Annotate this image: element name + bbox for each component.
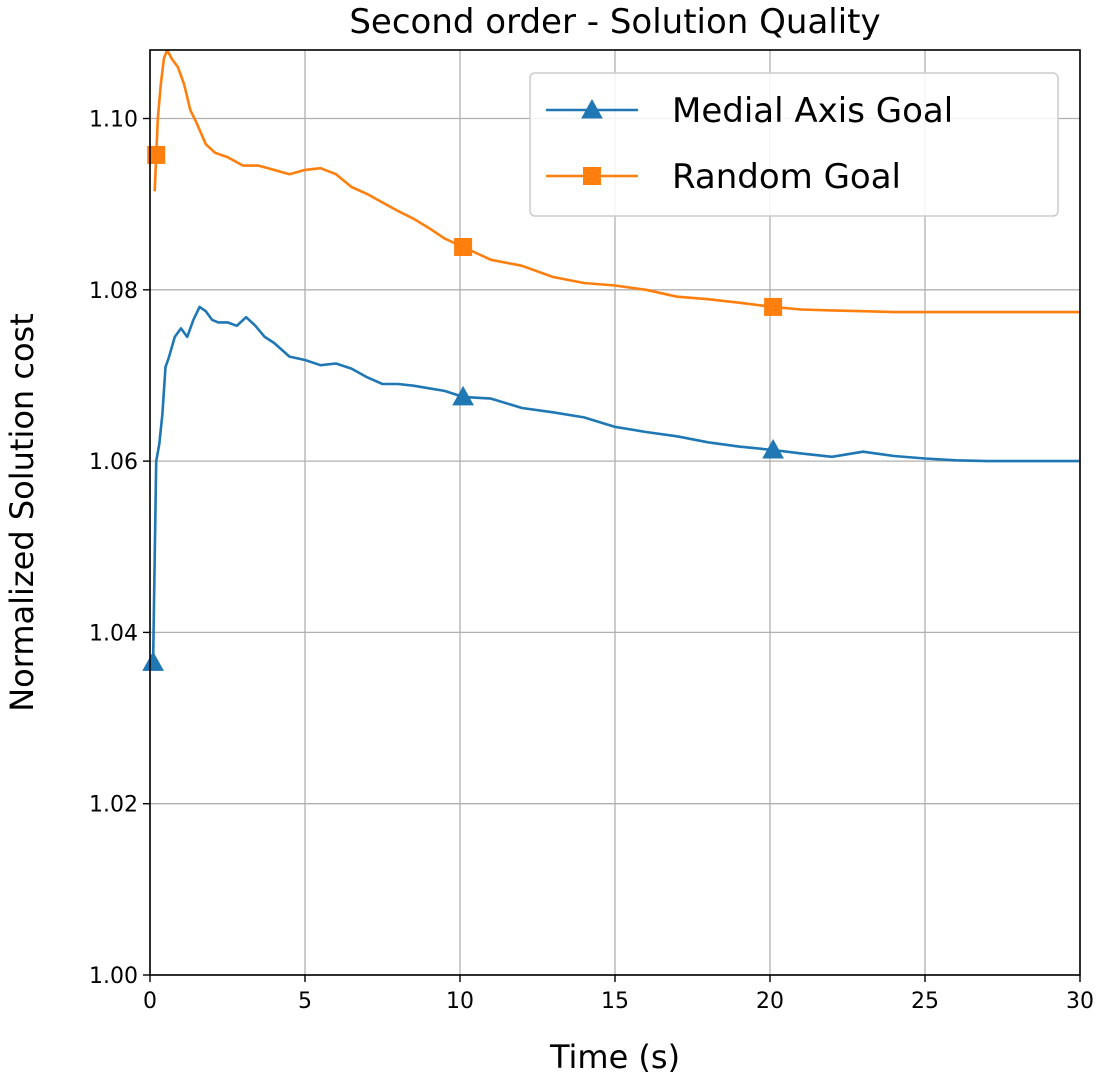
legend-marker <box>581 98 603 119</box>
y-tick-label: 1.08 <box>89 279 138 304</box>
x-tick-label: 0 <box>143 989 157 1014</box>
legend-label: Random Goal <box>672 157 901 197</box>
y-axis-title: Normalized Solution cost <box>3 313 41 712</box>
ticks: 0 5 10 15 20 25 30 1.00 1.02 1.04 1.06 1.08 1.10 <box>89 108 1094 1014</box>
data-point-random-goal <box>454 237 473 256</box>
x-tick-label: 25 <box>911 989 939 1014</box>
x-tick-label: 30 <box>1066 989 1094 1014</box>
legend-item-medial-axis-goal: Medial Axis Goal <box>546 91 953 131</box>
legend-box <box>529 72 1059 217</box>
data-point-medial-axis-goal <box>452 385 474 406</box>
y-tick-label: 1.00 <box>89 964 138 989</box>
series-line-medial-axis-goal <box>151 305 1080 663</box>
x-tick-label: 15 <box>601 989 629 1014</box>
y-tick-label: 1.10 <box>89 108 138 133</box>
series-medial-axis-goal <box>151 305 1080 663</box>
y-tick-label: 1.02 <box>89 793 138 818</box>
legend-label: Medial Axis Goal <box>672 91 953 131</box>
data-point-medial-axis-goal <box>762 438 784 459</box>
series-line-random-goal <box>153 50 1080 314</box>
x-axis-title: Time (s) <box>549 1038 680 1076</box>
chart-title: Second order - Solution Quality <box>349 2 880 42</box>
plot-area <box>142 50 1080 671</box>
legend-item-random-goal: Random Goal <box>546 157 901 197</box>
y-tick-label: 1.06 <box>89 450 138 475</box>
x-tick-label: 20 <box>756 989 784 1014</box>
y-tick-label: 1.04 <box>89 621 138 646</box>
legend: Medial Axis Goal Random Goal <box>529 72 1059 217</box>
data-point-medial-axis-goal <box>142 651 164 671</box>
x-tick-label: 5 <box>298 989 312 1014</box>
x-tick-label: 10 <box>446 989 474 1014</box>
legend-marker <box>583 167 601 185</box>
data-point-random-goal <box>764 297 783 316</box>
series-random-goal <box>153 50 1080 314</box>
data-point-random-goal <box>147 145 166 164</box>
